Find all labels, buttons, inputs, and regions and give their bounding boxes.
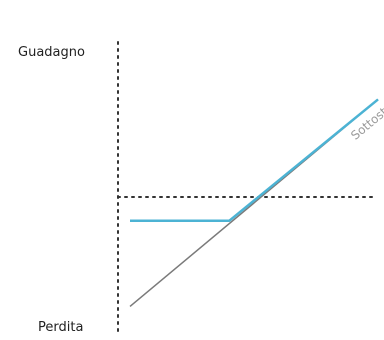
underlying-curve-label: Sottostante: [348, 87, 384, 142]
y-axis-bottom-label: Perdita: [38, 320, 83, 335]
strategy-payoff-line: [130, 98, 379, 223]
y-axis-top-label: Guadagno: [18, 45, 85, 60]
series-layer: [129, 98, 379, 308]
